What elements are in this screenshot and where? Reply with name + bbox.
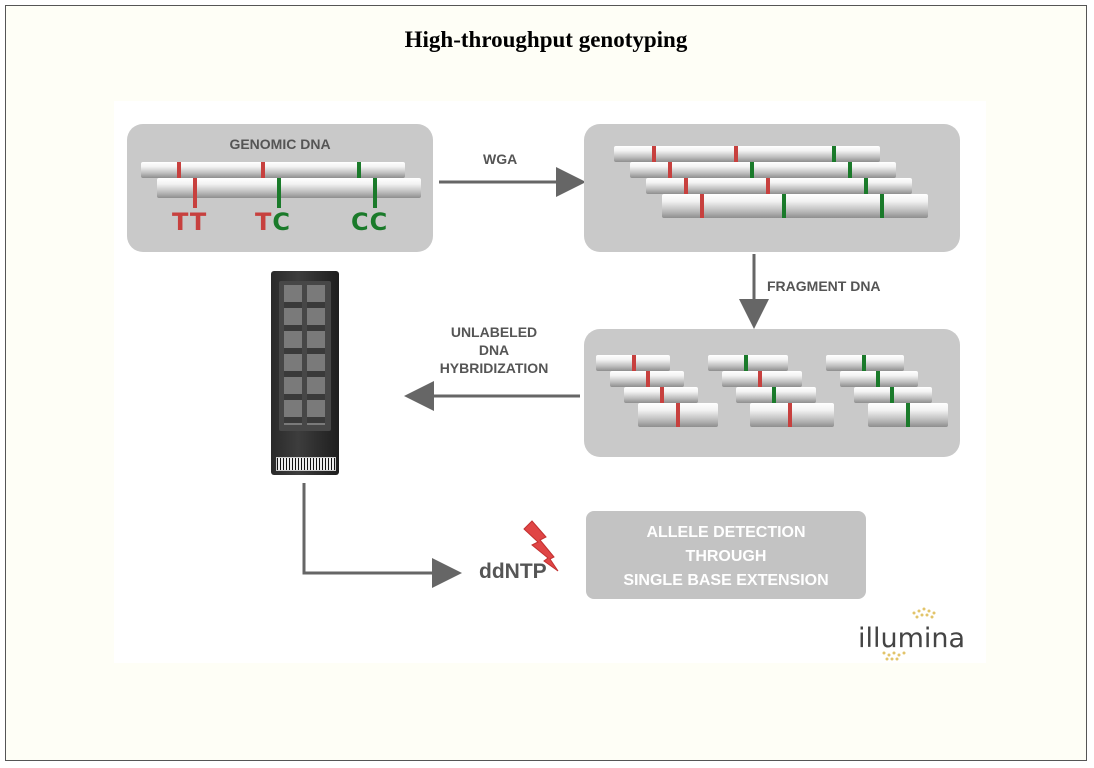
snp-marker bbox=[177, 162, 181, 178]
snp-marker bbox=[193, 178, 197, 208]
snp-marker bbox=[906, 403, 910, 427]
snp-marker bbox=[660, 387, 664, 403]
snp-marker bbox=[684, 178, 688, 194]
snp-marker bbox=[676, 403, 680, 427]
dna-strand bbox=[646, 178, 912, 194]
snp-marker bbox=[766, 178, 770, 194]
snp-marker bbox=[652, 146, 656, 162]
genotype-tt: TT bbox=[172, 208, 208, 236]
snp-marker bbox=[646, 371, 650, 387]
illumina-logo: illumina bbox=[858, 623, 966, 654]
snp-marker bbox=[788, 403, 792, 427]
dna-strand bbox=[141, 162, 405, 178]
snp-marker bbox=[632, 355, 636, 371]
beadchip-array bbox=[279, 281, 331, 431]
snp-marker bbox=[373, 178, 377, 208]
beadchip-barcode bbox=[276, 457, 336, 471]
snp-marker bbox=[734, 146, 738, 162]
page-title: High-throughput genotyping bbox=[404, 27, 688, 52]
dna-fragment bbox=[708, 355, 788, 371]
hybridization-line-3: HYBRIDIZATION bbox=[439, 360, 549, 376]
genomic-dna-heading: GENOMIC DNA bbox=[229, 136, 331, 152]
snp-marker bbox=[277, 178, 281, 208]
dna-fragment bbox=[722, 371, 802, 387]
snp-marker bbox=[876, 371, 880, 387]
snp-marker bbox=[261, 162, 265, 178]
ddntp-label: ddNTP bbox=[479, 560, 547, 583]
snp-marker bbox=[700, 194, 704, 218]
detection-line-1: ALLELE DETECTION bbox=[646, 524, 806, 541]
arrow-extension bbox=[302, 483, 462, 588]
hybridization-line-2: DNA bbox=[478, 342, 510, 358]
detection-text: ALLELE DETECTION THROUGH SINGLE BASE EXT… bbox=[586, 521, 866, 593]
snp-marker bbox=[357, 162, 361, 178]
genomic-dna-panel: GENOMIC DNA TT TC CC bbox=[127, 124, 433, 252]
snp-marker bbox=[864, 178, 868, 194]
detection-line-2: THROUGH bbox=[685, 548, 767, 565]
dna-strand bbox=[614, 146, 880, 162]
detection-line-3: SINGLE BASE EXTENSION bbox=[623, 572, 829, 589]
snp-marker bbox=[782, 194, 786, 218]
beadchip-icon bbox=[271, 271, 339, 475]
hybridization-line-1: UNLABELED bbox=[450, 324, 538, 340]
genotype-tc: TC bbox=[255, 208, 291, 236]
genotype-cc: CC bbox=[351, 208, 389, 236]
snp-marker bbox=[832, 146, 836, 162]
wga-label: WGA bbox=[483, 151, 518, 167]
allele-detection-box: ALLELE DETECTION THROUGH SINGLE BASE EXT… bbox=[586, 511, 866, 599]
diagram-canvas: GENOMIC DNA TT TC CC WGA bbox=[114, 101, 986, 663]
amplified-dna-panel bbox=[584, 124, 960, 252]
snp-marker bbox=[880, 194, 884, 218]
dna-strand bbox=[157, 178, 421, 198]
dna-strand bbox=[630, 162, 896, 178]
lightning-icon bbox=[523, 520, 559, 572]
snp-marker bbox=[862, 355, 866, 371]
snp-marker bbox=[668, 162, 672, 178]
dna-fragment bbox=[750, 403, 834, 427]
snp-marker bbox=[890, 387, 894, 403]
snp-marker bbox=[758, 371, 762, 387]
fragmented-dna-panel bbox=[584, 329, 960, 457]
snp-marker bbox=[750, 162, 754, 178]
fragment-dna-label: FRAGMENT DNA bbox=[767, 278, 881, 294]
dna-fragment bbox=[736, 387, 816, 403]
flow-arrows bbox=[302, 167, 936, 661]
snp-marker bbox=[848, 162, 852, 178]
illumina-logo-icon bbox=[882, 607, 936, 661]
snp-marker bbox=[744, 355, 748, 371]
hybridization-label: UNLABELED DNA HYBRIDIZATION bbox=[414, 323, 574, 377]
snp-marker bbox=[772, 387, 776, 403]
figure-frame: High-throughput genotyping bbox=[5, 5, 1087, 761]
